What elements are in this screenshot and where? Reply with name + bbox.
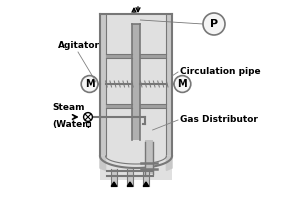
Bar xyxy=(100,156,172,180)
Bar xyxy=(100,14,106,156)
Bar xyxy=(146,140,153,174)
Bar xyxy=(106,54,132,58)
Circle shape xyxy=(81,76,98,92)
Circle shape xyxy=(174,76,191,92)
Text: M: M xyxy=(178,79,187,89)
Polygon shape xyxy=(143,182,149,186)
Bar xyxy=(127,169,133,186)
Bar xyxy=(106,104,132,108)
Circle shape xyxy=(84,113,92,121)
Bar xyxy=(140,54,166,58)
Polygon shape xyxy=(100,156,106,170)
Text: Steam: Steam xyxy=(52,103,85,112)
Bar xyxy=(100,14,172,156)
Circle shape xyxy=(203,13,225,35)
Text: (Water): (Water) xyxy=(52,120,91,129)
Text: Agitator: Agitator xyxy=(58,41,100,50)
Bar xyxy=(167,14,172,156)
Text: M: M xyxy=(85,79,94,89)
Polygon shape xyxy=(111,182,117,186)
Polygon shape xyxy=(127,182,133,186)
Text: P: P xyxy=(210,19,218,29)
Text: Gas Distributor: Gas Distributor xyxy=(180,116,258,124)
Bar xyxy=(111,169,117,186)
Bar xyxy=(86,122,90,126)
Polygon shape xyxy=(100,156,172,168)
Text: Circulation pipe: Circulation pipe xyxy=(180,68,261,76)
Bar xyxy=(140,104,166,108)
Polygon shape xyxy=(167,156,172,170)
Bar xyxy=(143,169,149,186)
Bar xyxy=(132,24,140,140)
